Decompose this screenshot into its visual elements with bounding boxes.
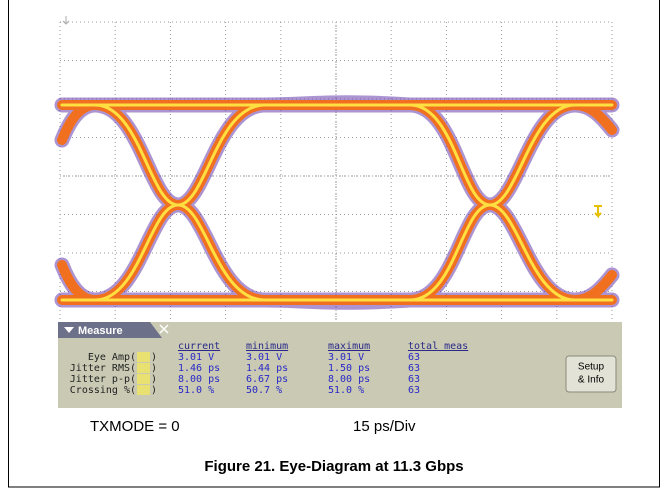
row-label: Eye Amp (88, 352, 130, 363)
setup-button[interactable] (565, 355, 617, 393)
measure-tab (58, 322, 162, 338)
bracket: ( (130, 363, 136, 374)
cell-value: 3.01 V (246, 352, 282, 363)
row-label: Jitter RMS (70, 363, 130, 374)
source-swatch (137, 363, 150, 373)
cell-value: 63 (408, 352, 420, 363)
scale-caption: 15 ps/Div (353, 418, 416, 435)
bracket: ) (151, 374, 157, 385)
row-label: Crossing % (70, 385, 130, 396)
button-label: Setup (578, 362, 605, 373)
source-swatch (137, 385, 150, 395)
cell-value: 63 (408, 374, 420, 385)
cell-value: 51.0 % (328, 385, 364, 396)
frame (8, 0, 660, 488)
collapse-icon[interactable] (64, 327, 74, 333)
eye-diagram (54, 95, 620, 310)
cell-value: 63 (408, 385, 420, 396)
bracket: ) (151, 352, 157, 363)
row-label: Jitter p-p (70, 374, 130, 385)
cell-value: 1.44 ps (246, 363, 288, 374)
cell-value: 50.7 % (246, 385, 282, 396)
cell-value: 8.00 ps (328, 374, 370, 385)
figure-caption: Figure 21. Eye-Diagram at 11.3 Gbps (204, 458, 463, 475)
bracket: ) (151, 363, 157, 374)
cell-value: 63 (408, 363, 420, 374)
button-label: & Info (578, 375, 605, 386)
trigger-marker (594, 205, 602, 219)
column-header: minimum (246, 341, 288, 352)
close-icon[interactable] (159, 324, 169, 334)
measure-title: Measure (78, 325, 123, 337)
bracket: ( (130, 352, 136, 363)
cell-value: 1.50 ps (328, 363, 370, 374)
column-header: current (178, 341, 220, 352)
cell-value: 8.00 ps (178, 374, 220, 385)
cell-value: 6.67 ps (246, 374, 288, 385)
cell-value: 3.01 V (328, 352, 364, 363)
bracket: ) (151, 385, 157, 396)
source-swatch (137, 352, 150, 362)
mode-caption: TXMODE = 0 (90, 418, 180, 435)
column-header: total meas (408, 341, 468, 352)
cell-value: 51.0 % (178, 385, 214, 396)
cell-value: 3.01 V (178, 352, 214, 363)
source-swatch (137, 374, 150, 384)
bracket: ( (130, 385, 136, 396)
column-header: maximum (328, 341, 370, 352)
time-marker (62, 16, 70, 25)
cell-value: 1.46 ps (178, 363, 220, 374)
bracket: ( (130, 374, 136, 385)
